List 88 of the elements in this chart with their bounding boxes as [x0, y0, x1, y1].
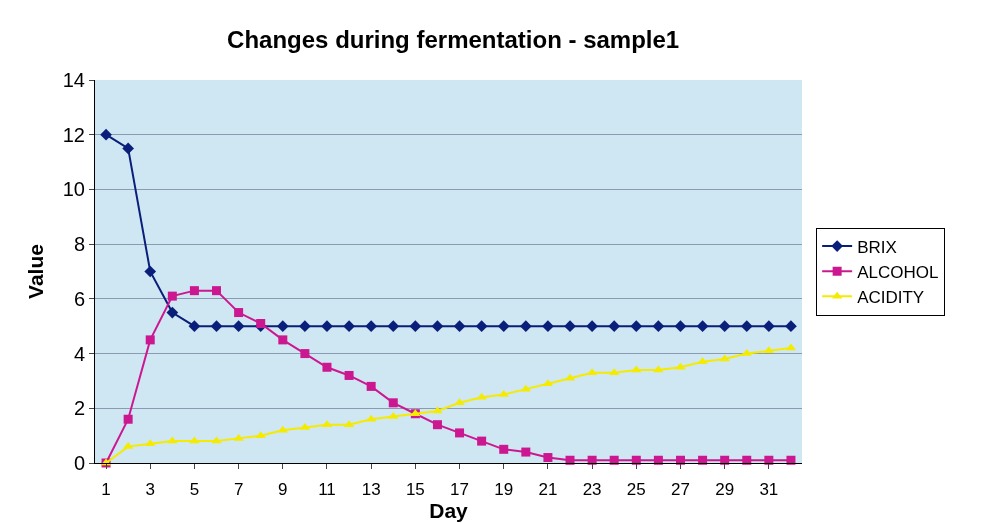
point [189, 286, 199, 296]
point [497, 320, 510, 333]
point [299, 320, 311, 333]
point [145, 335, 155, 345]
x-tick-label: 15 [405, 480, 425, 500]
point [300, 349, 310, 359]
x-tick-label: 31 [759, 480, 779, 500]
point [278, 335, 288, 345]
y-tick-label: 14 [62, 69, 85, 91]
point [432, 420, 442, 430]
x-tick-label: 19 [494, 480, 514, 500]
point [431, 320, 444, 333]
point [409, 320, 422, 333]
point [455, 428, 465, 438]
y-axis-title: Value [24, 244, 47, 299]
point [740, 320, 753, 333]
point [521, 447, 531, 457]
point [123, 414, 133, 424]
point [674, 320, 687, 333]
point [586, 320, 598, 333]
point [122, 142, 134, 155]
x-tick-label: 21 [538, 480, 558, 500]
point [167, 291, 177, 301]
point [234, 308, 244, 318]
point [343, 320, 355, 333]
y-tick-label: 0 [73, 452, 85, 474]
point [388, 398, 398, 408]
point [476, 392, 487, 400]
point [499, 444, 509, 454]
point [344, 370, 354, 380]
point [232, 320, 245, 333]
chart-title: Changes during fermentation - sample1 [227, 26, 680, 54]
point [630, 320, 643, 333]
point [475, 320, 488, 333]
point [322, 362, 332, 372]
point [675, 362, 686, 370]
point [366, 381, 376, 391]
point [212, 286, 222, 296]
point [210, 320, 223, 333]
point [166, 306, 179, 319]
point [144, 265, 157, 278]
point [388, 411, 399, 419]
point [718, 320, 731, 333]
point [652, 320, 665, 333]
x-tick-label: 5 [189, 480, 200, 500]
point [631, 365, 642, 373]
x-tick-label: 7 [233, 480, 244, 500]
point [785, 320, 797, 333]
point [145, 439, 156, 447]
point [543, 453, 553, 463]
point [763, 320, 775, 333]
x-tick-label: 23 [582, 480, 602, 500]
point [454, 398, 465, 406]
point [477, 436, 487, 446]
legend-label: ACIDITY [857, 287, 925, 307]
y-tick-label: 8 [73, 233, 85, 256]
y-tick-label: 6 [73, 287, 85, 310]
y-tick-label: 4 [73, 342, 85, 365]
point [453, 320, 466, 333]
point [564, 320, 576, 333]
x-tick-label: 13 [361, 480, 381, 500]
x-tick-label: 1 [101, 480, 111, 500]
y-tick-label: 12 [62, 123, 85, 146]
point [321, 320, 333, 333]
point [365, 320, 378, 333]
point [696, 320, 709, 333]
legend-label: BRIX [857, 237, 897, 257]
y-tick-label: 10 [62, 178, 85, 201]
x-tick-label: 25 [626, 480, 646, 500]
legend-label: ALCOHOL [857, 262, 939, 282]
point [608, 320, 621, 333]
point [100, 128, 112, 141]
point [542, 320, 554, 333]
point [387, 320, 400, 333]
y-tick-label: 2 [73, 397, 85, 420]
point [276, 320, 289, 333]
point [188, 320, 201, 333]
x-axis-title: Day [429, 499, 469, 523]
point [519, 320, 532, 333]
x-tick-label: 27 [671, 480, 690, 500]
x-tick-label: 17 [450, 480, 470, 500]
x-tick-label: 29 [715, 480, 735, 500]
x-tick-label: 9 [278, 480, 288, 500]
point [256, 318, 266, 328]
x-tick-label: 11 [318, 480, 336, 500]
x-tick-label: 3 [145, 480, 155, 500]
point [697, 357, 708, 365]
point [233, 433, 244, 441]
